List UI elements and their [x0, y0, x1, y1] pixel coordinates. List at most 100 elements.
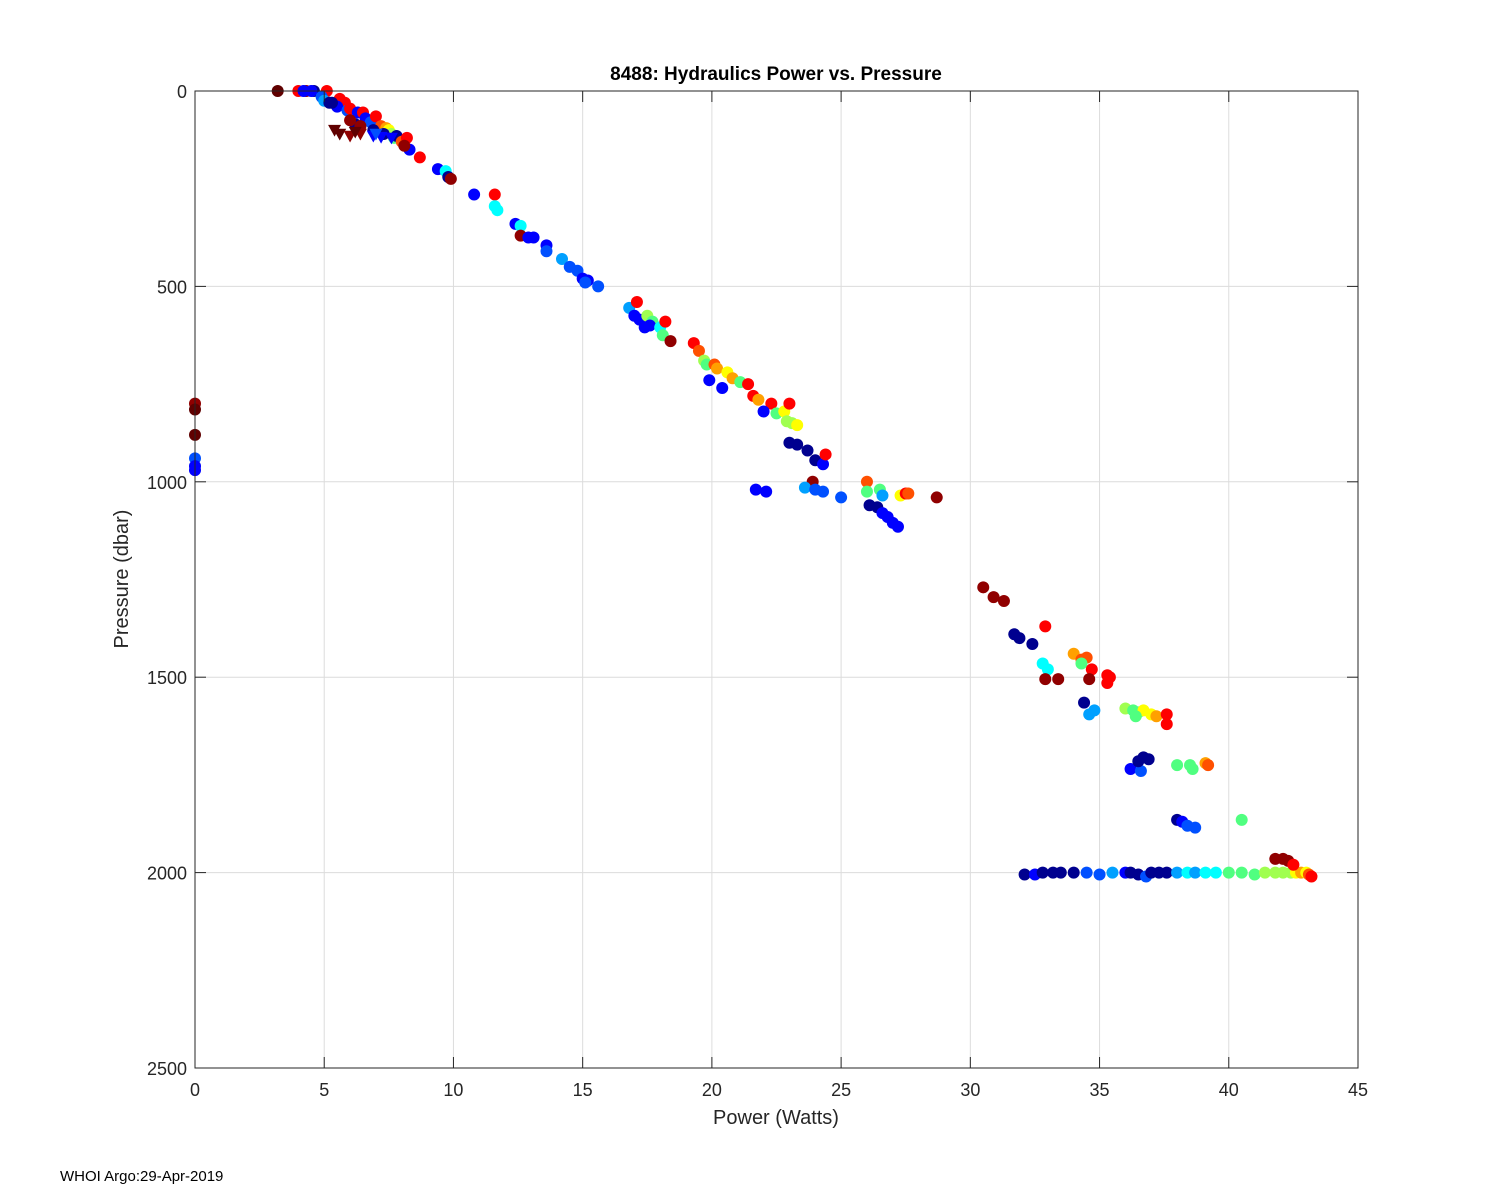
- data-point: [1287, 858, 1300, 871]
- x-tick-label: 5: [319, 1080, 329, 1100]
- data-point: [742, 378, 755, 391]
- data-point: [876, 489, 889, 502]
- y-tick-label: 500: [157, 277, 187, 297]
- data-point: [369, 110, 382, 123]
- data-point: [1083, 673, 1096, 686]
- data-point: [1186, 763, 1199, 776]
- data-point: [1189, 866, 1202, 879]
- data-point: [1052, 673, 1065, 686]
- data-point: [344, 114, 357, 127]
- data-point: [977, 581, 990, 594]
- data-point: [398, 139, 411, 152]
- data-point: [1013, 632, 1026, 645]
- x-tick-label: 45: [1348, 1080, 1368, 1100]
- data-point: [1209, 866, 1222, 879]
- x-tick-label: 35: [1090, 1080, 1110, 1100]
- y-tick-label: 1500: [147, 668, 187, 688]
- data-point: [930, 491, 943, 504]
- data-point: [1160, 708, 1173, 721]
- data-point: [540, 245, 553, 258]
- data-point: [1171, 759, 1184, 772]
- data-point: [1067, 866, 1080, 879]
- data-point: [555, 253, 568, 266]
- data-point: [1235, 813, 1248, 826]
- data-point: [1222, 866, 1235, 879]
- data-point: [1150, 710, 1163, 723]
- data-point: [997, 594, 1010, 607]
- data-point: [1041, 663, 1054, 676]
- x-axis-label: Power (Watts): [713, 1107, 839, 1129]
- data-point: [1018, 868, 1031, 881]
- data-point: [819, 448, 832, 461]
- footer-credit: WHOI Argo:29-Apr-2019: [60, 1168, 224, 1185]
- data-point: [1171, 866, 1184, 879]
- data-point: [1036, 866, 1049, 879]
- x-tick-label: 40: [1219, 1080, 1239, 1100]
- data-point: [835, 491, 848, 504]
- data-point: [1129, 710, 1142, 723]
- data-point: [491, 204, 504, 217]
- data-point: [749, 483, 762, 496]
- data-point: [1080, 866, 1093, 879]
- data-point: [891, 520, 904, 533]
- grid-lines: [195, 91, 1358, 1068]
- data-point: [1202, 759, 1215, 772]
- data-point: [798, 481, 811, 494]
- data-point: [514, 219, 527, 232]
- data-point: [488, 188, 501, 201]
- data-point: [1124, 763, 1137, 776]
- data-point: [1039, 620, 1052, 633]
- data-point: [468, 188, 481, 201]
- data-point: [757, 405, 770, 418]
- data-point: [1248, 868, 1261, 881]
- data-point: [902, 487, 915, 500]
- data-point: [760, 485, 773, 498]
- x-tick-label: 10: [443, 1080, 463, 1100]
- data-point: [1054, 866, 1067, 879]
- data-point: [716, 382, 729, 395]
- data-point: [1039, 673, 1052, 686]
- data-point: [1189, 821, 1202, 834]
- data-point: [659, 315, 672, 328]
- data-point: [1078, 696, 1091, 709]
- data-point: [325, 96, 338, 109]
- x-tick-label: 30: [960, 1080, 980, 1100]
- data-point: [527, 231, 540, 244]
- data-point: [703, 374, 716, 387]
- data-point: [1134, 764, 1147, 777]
- data-point-triangle: [384, 132, 398, 145]
- data-point: [1093, 868, 1106, 881]
- data-point: [444, 172, 457, 185]
- data-point: [801, 444, 814, 457]
- y-tick-label: 0: [177, 82, 187, 102]
- data-point: [1088, 704, 1101, 717]
- data-point: [592, 280, 605, 293]
- plot-area: [195, 91, 1358, 1068]
- data-point: [664, 335, 677, 348]
- data-point-triangle: [348, 126, 362, 139]
- data-point: [643, 319, 656, 332]
- axis-ticks: 0 5 10 15 20 25 30 35 40 45 0 500 1000 1500 2000 2500: [147, 82, 1368, 1100]
- data-point: [1085, 663, 1098, 676]
- y-tick-label: 2500: [147, 1059, 187, 1079]
- data-point-triangle: [369, 128, 383, 141]
- data-point: [1106, 866, 1119, 879]
- data-point: [817, 485, 830, 498]
- data-point: [765, 397, 778, 410]
- data-point: [413, 151, 426, 164]
- data-point: [692, 344, 705, 357]
- data-point: [791, 438, 804, 451]
- x-tick-label: 0: [190, 1080, 200, 1100]
- data-point: [1026, 637, 1039, 650]
- data-point: [1305, 870, 1318, 883]
- data-point: [1258, 866, 1271, 879]
- data-point: [1101, 677, 1114, 690]
- data-point: [630, 296, 643, 309]
- x-tick-label: 15: [573, 1080, 593, 1100]
- data-point: [1199, 866, 1212, 879]
- y-axis-label: Pressure (dbar): [111, 510, 133, 649]
- data-point: [1160, 866, 1173, 879]
- data-point: [1160, 718, 1173, 731]
- data-point: [1142, 753, 1155, 766]
